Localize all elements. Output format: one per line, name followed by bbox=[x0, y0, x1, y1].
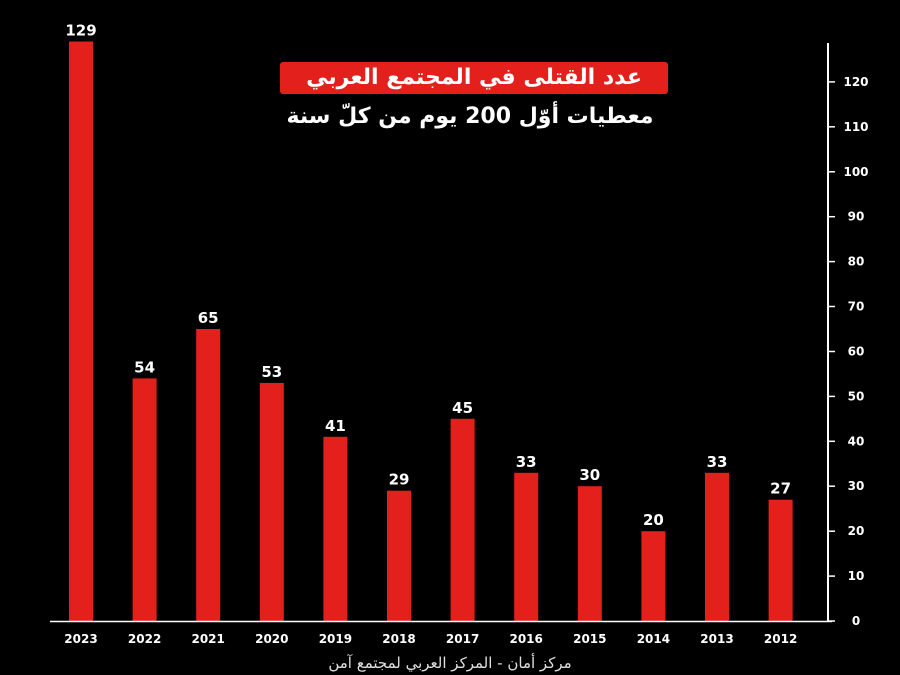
x-tick-label-2013: 2013 bbox=[700, 632, 733, 646]
y-tick-label-90: 90 bbox=[848, 210, 865, 224]
value-label-2012: 27 bbox=[770, 480, 791, 498]
value-label-2018: 29 bbox=[389, 471, 410, 489]
x-tick-label-2014: 2014 bbox=[637, 632, 670, 646]
title-highlight bbox=[280, 62, 668, 94]
bar-2013 bbox=[705, 472, 729, 621]
y-tick-label-80: 80 bbox=[848, 255, 865, 269]
value-label-2019: 41 bbox=[325, 417, 346, 435]
bar-2017 bbox=[450, 418, 475, 621]
x-tick-label-2017: 2017 bbox=[446, 632, 479, 646]
bar-2021 bbox=[196, 329, 221, 621]
y-tick-label-40: 40 bbox=[848, 434, 865, 448]
x-tick-label-2019: 2019 bbox=[319, 632, 352, 646]
bar-2014 bbox=[641, 531, 666, 621]
x-tick-label-2022: 2022 bbox=[128, 632, 161, 646]
y-tick-label-0: 0 bbox=[852, 614, 860, 628]
bars-group bbox=[69, 41, 793, 621]
bar-2012 bbox=[768, 499, 793, 621]
x-tick-label-2015: 2015 bbox=[573, 632, 606, 646]
x-tick-label-2018: 2018 bbox=[382, 632, 415, 646]
bar-2020 bbox=[259, 382, 284, 621]
y-tick-label-50: 50 bbox=[848, 389, 865, 403]
y-tick-label-30: 30 bbox=[848, 479, 865, 493]
y-axis: 0 10 20 30 40 50 60 70 80 90 100 110 120 bbox=[827, 43, 869, 628]
y-tick-label-10: 10 bbox=[848, 569, 865, 583]
x-tick-labels-group: 2023 2022 2021 2020 2019 2018 2017 2016 2015 2014… bbox=[64, 632, 797, 646]
bar-2015 bbox=[577, 486, 602, 621]
chart-title: عدد القتلى في المجتمع العربي bbox=[306, 65, 642, 90]
value-label-2022: 54 bbox=[134, 358, 155, 376]
bar-2019 bbox=[323, 436, 348, 621]
bar-2016 bbox=[514, 472, 539, 621]
value-labels-group: 129 54 65 53 41 29 45 33 30 20 33 27 bbox=[65, 22, 791, 530]
value-label-2021: 65 bbox=[198, 309, 219, 327]
value-label-2015: 30 bbox=[579, 466, 600, 484]
x-tick-label-2021: 2021 bbox=[191, 632, 224, 646]
bar-2022 bbox=[132, 378, 157, 621]
y-tick-label-20: 20 bbox=[848, 524, 865, 538]
value-label-2014: 20 bbox=[643, 511, 664, 529]
y-tick-label-110: 110 bbox=[843, 120, 868, 134]
x-tick-label-2016: 2016 bbox=[509, 632, 542, 646]
y-tick-label-100: 100 bbox=[843, 165, 868, 179]
bar-2023 bbox=[69, 41, 93, 621]
value-label-2013: 33 bbox=[707, 453, 728, 471]
x-tick-label-2012: 2012 bbox=[764, 632, 797, 646]
bar-2018 bbox=[387, 490, 411, 621]
x-tick-label-2023: 2023 bbox=[64, 632, 97, 646]
value-label-2017: 45 bbox=[452, 399, 473, 417]
x-tick-label-2020: 2020 bbox=[255, 632, 288, 646]
value-label-2016: 33 bbox=[516, 453, 537, 471]
value-label-2023: 129 bbox=[65, 22, 96, 40]
y-tick-label-120: 120 bbox=[843, 75, 868, 89]
source-credit: مركز أمان - المركز العربي لمجتمع آمن bbox=[328, 654, 572, 672]
y-tick-label-70: 70 bbox=[848, 300, 865, 314]
y-tick-label-60: 60 bbox=[848, 345, 865, 359]
chart-subtitle: معطيات أوّل 200 يوم من كلّ سنة bbox=[286, 104, 654, 129]
value-label-2020: 53 bbox=[261, 363, 282, 381]
